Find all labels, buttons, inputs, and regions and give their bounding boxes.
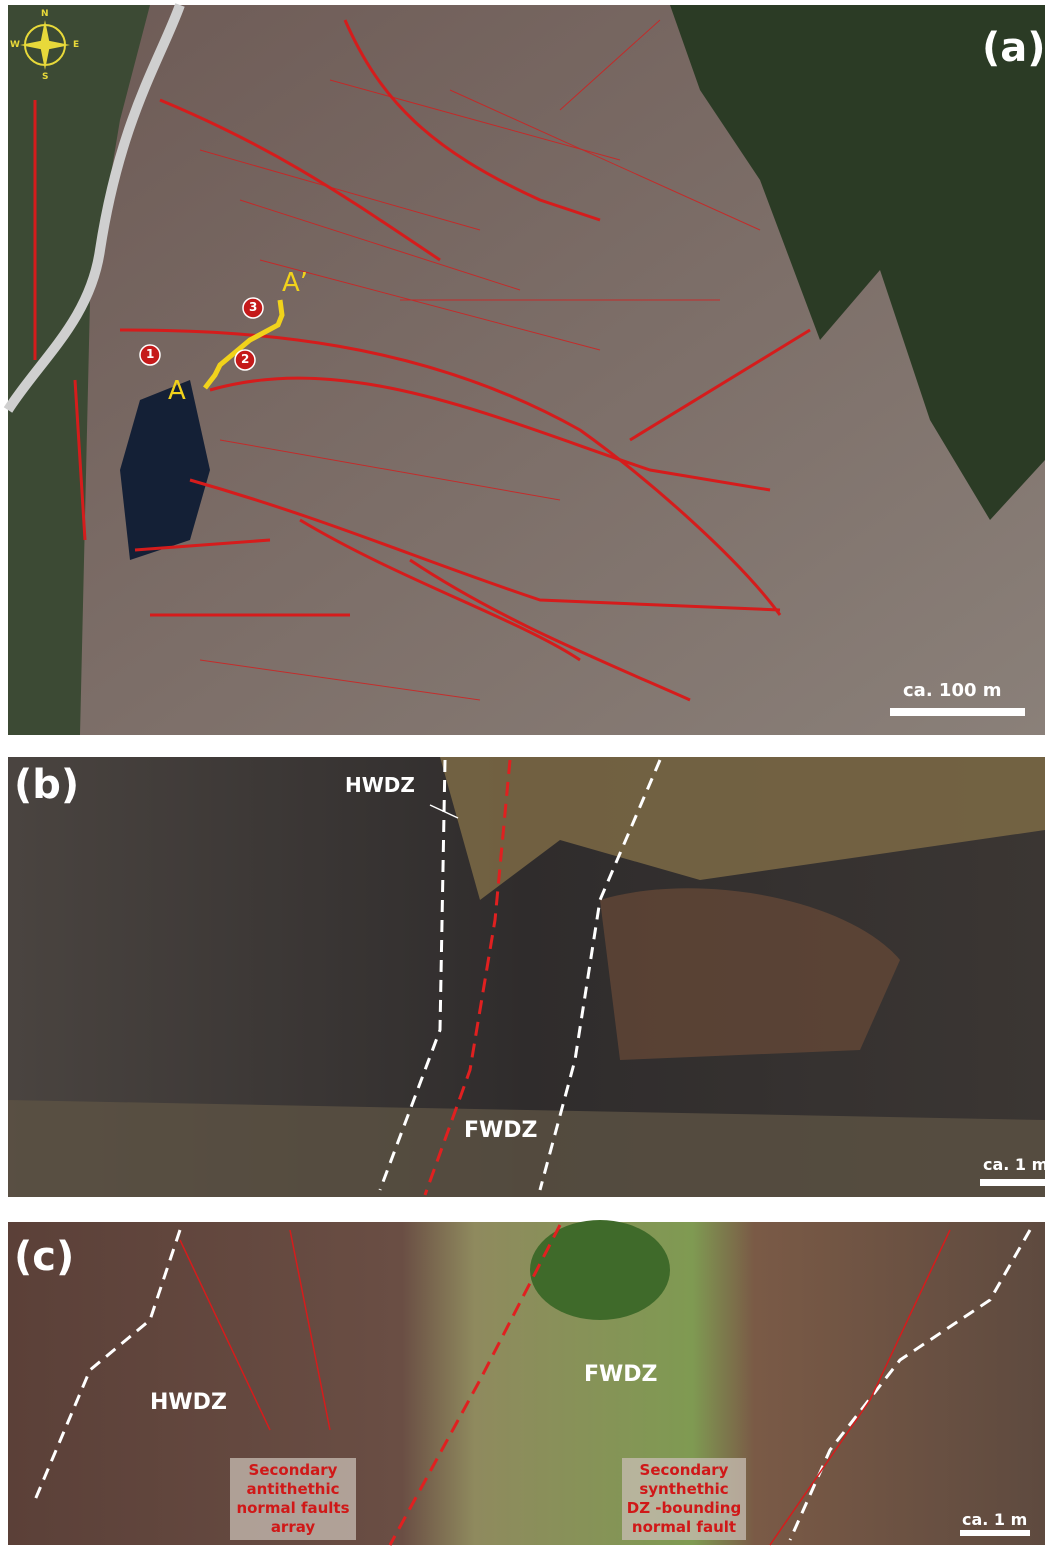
panel-label: (c) — [14, 1234, 75, 1280]
annotation: FWDZ — [584, 1362, 658, 1387]
annotation: HWDZ — [150, 1390, 227, 1415]
annotation: HWDZ — [345, 773, 415, 797]
compass-w: W — [10, 40, 20, 50]
section-end: A’ — [282, 268, 309, 298]
marker: 3 — [249, 300, 258, 314]
compass-n: N — [41, 9, 49, 19]
scale-label: ca. 100 m — [903, 680, 1002, 701]
scale-label: ca. 1 m — [962, 1510, 1028, 1529]
compass-e: E — [73, 40, 80, 50]
section-start: A — [168, 376, 186, 406]
marker: 2 — [241, 352, 250, 366]
panel-c-image — [8, 1220, 1045, 1546]
annotation: FWDZ — [464, 1118, 538, 1143]
panel-label: (a) — [982, 25, 1046, 71]
panel-b-image — [8, 757, 1045, 1197]
note: Secondary synthethic DZ -bounding normal… — [622, 1458, 746, 1540]
note: Secondary antithethic normal faults arra… — [230, 1458, 356, 1540]
marker: 1 — [146, 347, 155, 361]
compass-s: S — [42, 72, 49, 82]
panel-a-image — [3, 3, 1045, 735]
panel-label: (b) — [14, 762, 80, 808]
scale-label: ca. 1 m — [983, 1155, 1049, 1174]
